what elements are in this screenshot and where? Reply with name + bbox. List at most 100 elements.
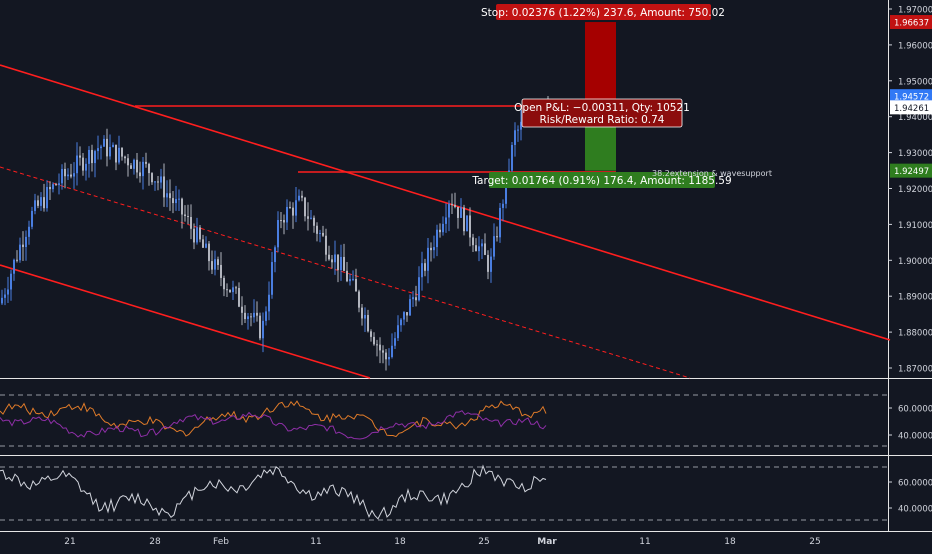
- candle-body: [154, 181, 156, 183]
- candle-body: [79, 155, 81, 158]
- candle-body: [520, 121, 522, 130]
- candle-body: [406, 312, 408, 316]
- time-tick-label: 25: [809, 537, 820, 547]
- candle-body: [85, 163, 87, 171]
- candle-body: [226, 289, 228, 291]
- candle-body: [316, 225, 318, 234]
- candle-body: [391, 345, 393, 357]
- candle-body: [37, 200, 39, 206]
- candle-body: [163, 176, 165, 198]
- candle-body: [151, 173, 153, 183]
- candle-body: [430, 247, 432, 251]
- candle-body: [169, 193, 171, 199]
- candle-body: [370, 331, 372, 337]
- candle-body: [412, 297, 414, 300]
- candle-body: [73, 173, 75, 177]
- candle-body: [271, 262, 273, 295]
- price-tick-label: 1.90000: [898, 257, 932, 267]
- time-tick-label: 21: [64, 537, 75, 547]
- candle-body: [55, 184, 57, 186]
- candle-body: [139, 172, 141, 177]
- candle-body: [367, 314, 369, 332]
- candle-body: [499, 207, 501, 238]
- target-price-label: 1.92497: [894, 167, 929, 177]
- price-tick-label: 1.92000: [898, 185, 932, 195]
- indicators: [0, 394, 888, 521]
- candle-body: [199, 227, 201, 240]
- candle-body: [238, 288, 240, 307]
- candle-body: [469, 215, 471, 238]
- candle-body: [295, 200, 297, 216]
- candle-body: [175, 199, 177, 204]
- candle-body: [13, 259, 15, 274]
- candle-body: [265, 311, 267, 321]
- candle-body: [364, 314, 366, 319]
- candle-body: [205, 243, 207, 248]
- price-tick-label: 1.96000: [898, 41, 932, 51]
- candle-body: [394, 338, 396, 346]
- candle-body: [286, 206, 288, 223]
- candle-body: [193, 228, 195, 243]
- candle-body: [424, 263, 426, 271]
- candle-body: [358, 291, 360, 308]
- candle-body: [172, 198, 174, 204]
- candle-body: [463, 207, 465, 232]
- candle-body: [505, 172, 507, 204]
- candle-body: [331, 259, 333, 263]
- candle-body: [250, 316, 252, 318]
- candle-body: [214, 259, 216, 270]
- candle-body: [433, 247, 435, 251]
- candle-body: [106, 138, 108, 157]
- candle-body: [109, 146, 111, 157]
- candle-body: [145, 161, 147, 164]
- candle-body: [292, 207, 294, 216]
- candle-body: [127, 158, 129, 166]
- channel-lower-line[interactable]: [0, 264, 371, 379]
- candle-body: [472, 237, 474, 246]
- stop-zone: [585, 22, 616, 108]
- channel-upper-line[interactable]: [0, 64, 891, 341]
- price-tick-label: 1.89000: [898, 293, 932, 303]
- price-tick-label: 1.91000: [898, 221, 932, 231]
- candle-body: [319, 232, 321, 234]
- candle-body: [508, 170, 510, 173]
- time-tick-label: 28: [149, 537, 161, 547]
- candle-body: [466, 215, 468, 232]
- candle-body: [43, 197, 45, 209]
- candle-body: [361, 307, 363, 319]
- candle-body: [220, 264, 222, 278]
- candle-body: [478, 246, 480, 252]
- candle-body: [25, 236, 27, 248]
- candle-body: [415, 297, 417, 301]
- candle-body: [223, 277, 225, 290]
- candle-body: [322, 232, 324, 236]
- entry-price-badge: [890, 100, 932, 115]
- candle-body: [19, 244, 21, 261]
- price-tick-label: 1.94000: [898, 113, 932, 123]
- candle-body: [1, 297, 3, 304]
- stoch-line: [0, 464, 547, 520]
- candle-body: [160, 176, 162, 183]
- time-tick-label: Feb: [213, 537, 229, 547]
- candle-body: [103, 138, 105, 147]
- candle-body: [307, 216, 309, 219]
- price-tick-label: 1.88000: [898, 329, 932, 339]
- candle-body: [142, 161, 144, 177]
- candle-body: [196, 227, 198, 243]
- candle-body: [397, 325, 399, 339]
- candle-body: [217, 259, 219, 265]
- candle-body: [298, 195, 300, 201]
- candle-body: [136, 159, 138, 173]
- candle-body: [16, 259, 18, 261]
- candle-body: [313, 217, 315, 226]
- candle-body: [427, 247, 429, 271]
- candle-body: [115, 144, 117, 163]
- candle-body: [496, 236, 498, 238]
- candle-body: [379, 344, 381, 351]
- candle-body: [247, 316, 249, 320]
- channel-mid-line[interactable]: [0, 166, 691, 379]
- candle-body: [403, 312, 405, 320]
- candle-body: [70, 174, 72, 177]
